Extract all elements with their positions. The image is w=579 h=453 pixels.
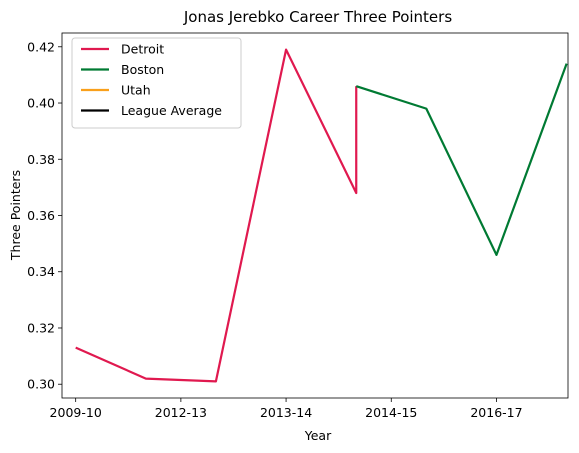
- legend-box: [71, 37, 242, 129]
- y-tick-label: 0.32: [27, 320, 55, 335]
- x-axis-label: Year: [304, 428, 332, 443]
- x-axis: 2009-10 2012-13 2013-14 2014-15 2016-17: [50, 398, 523, 420]
- y-tick-label: 0.30: [27, 377, 55, 392]
- x-tick-label: 2016-17: [470, 405, 522, 420]
- x-tick-label: 2013-14: [260, 405, 312, 420]
- series-layer: [75, 48, 568, 383]
- y-tick-label: 0.36: [27, 208, 55, 223]
- chart-title: Jonas Jerebko Career Three Pointers: [183, 8, 452, 26]
- y-tick-label: 0.34: [27, 264, 55, 279]
- legend-label: League Average: [121, 103, 222, 118]
- legend-label: Detroit: [121, 42, 164, 57]
- y-tick-label: 0.42: [27, 39, 55, 54]
- legend: Detroit Boston Utah League Average: [71, 37, 242, 129]
- y-tick-label: 0.38: [27, 152, 55, 167]
- x-tick-label: 2012-13: [155, 405, 207, 420]
- series-line-boston: [355, 63, 568, 256]
- x-tick-label: 2014-15: [365, 405, 417, 420]
- legend-label: Boston: [121, 62, 164, 77]
- y-axis: 0.30 0.32 0.34 0.36 0.38 0.40 0.42: [27, 39, 62, 392]
- series-line-detroit: [75, 48, 358, 383]
- y-tick-label: 0.40: [27, 96, 55, 111]
- y-axis-label: Three Pointers: [8, 170, 23, 261]
- legend-label: Utah: [121, 83, 151, 98]
- x-tick-label: 2009-10: [50, 405, 102, 420]
